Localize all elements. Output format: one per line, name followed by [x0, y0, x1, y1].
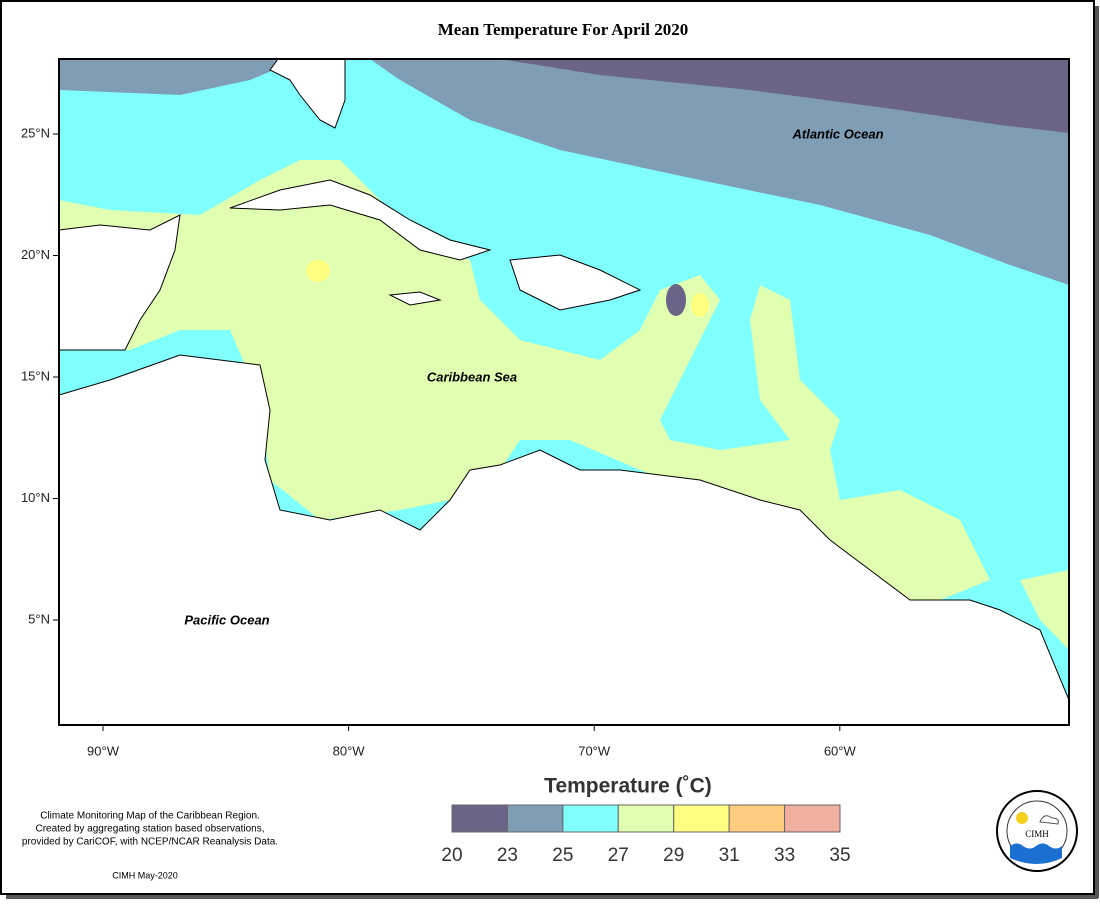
lon-tick-label: 80°W [333, 743, 366, 758]
logo-waves [1010, 843, 1062, 864]
title: Mean Temperature For April 2020 [438, 20, 689, 39]
map-border [58, 58, 1070, 726]
place-labels: Atlantic Ocean Caribbean Sea Pacific Ocean [184, 126, 883, 627]
shadow [6, 895, 1098, 899]
map [59, 59, 1069, 725]
logo: CIMH [996, 790, 1078, 872]
legend-tick-label: 31 [719, 845, 740, 866]
legend-swatch [673, 804, 730, 833]
lon-tick-label: 90°W [87, 743, 120, 758]
zone-27-29 [59, 160, 990, 600]
zone-20-23 [666, 284, 686, 316]
logo-cloud [1039, 815, 1059, 825]
zone-29-31 [306, 260, 330, 282]
note-line: provided by CariCOF, with NCEP/NCAR Rean… [22, 837, 278, 848]
lat-tick-label: 15°N [21, 368, 50, 383]
zone-20-23 [500, 59, 1069, 133]
axes: 90°W 80°W 70°W 60°W 25°N 20°N 15°N 10°N 5°N [21, 125, 857, 758]
legend-swatch [506, 804, 564, 833]
place-label: Caribbean Sea [427, 369, 517, 384]
zone-29-31 [691, 293, 709, 317]
legend: Temperature (˚C) 20 23 25 27 29 31 33 35 [441, 775, 850, 866]
legend-tick-label: 20 [441, 845, 462, 866]
lon-tick-label: 60°W [824, 743, 857, 758]
legend-tick-label: 33 [774, 845, 795, 866]
legend-tick-label: 23 [497, 845, 518, 866]
place-label: Pacific Ocean [184, 612, 269, 627]
logo-sun [1016, 812, 1028, 824]
legend-title: Temperature (˚C) [544, 775, 712, 798]
lat-tick-label: 20°N [21, 247, 50, 262]
legend-tick-label: 29 [663, 845, 684, 866]
logo-text: CIMH [1025, 829, 1049, 839]
place-label: Atlantic Ocean [791, 126, 883, 141]
legend-swatch [617, 804, 675, 833]
zone-23-25 [59, 59, 1069, 285]
legend-tick-label: 25 [552, 845, 573, 866]
credit: CIMH May-2020 [112, 870, 178, 880]
lat-tick-label: 5°N [28, 611, 50, 626]
legend-tick-label: 35 [829, 845, 850, 866]
land [59, 59, 1069, 725]
legend-swatch [784, 804, 841, 833]
shadow [1095, 6, 1099, 898]
legend-swatch [562, 804, 619, 833]
legend-swatch [451, 804, 508, 833]
lat-tick-label: 25°N [21, 125, 50, 140]
note-line: Created by aggregating station based obs… [35, 824, 264, 835]
legend-swatch [728, 804, 786, 833]
lat-tick-label: 10°N [21, 490, 50, 505]
footer: Climate Monitoring Map of the Caribbean … [22, 811, 278, 848]
note-line: Climate Monitoring Map of the Caribbean … [40, 811, 260, 822]
zone-27-29 [1020, 570, 1069, 650]
legend-tick-label: 27 [608, 845, 629, 866]
lon-tick-label: 70°W [578, 743, 611, 758]
